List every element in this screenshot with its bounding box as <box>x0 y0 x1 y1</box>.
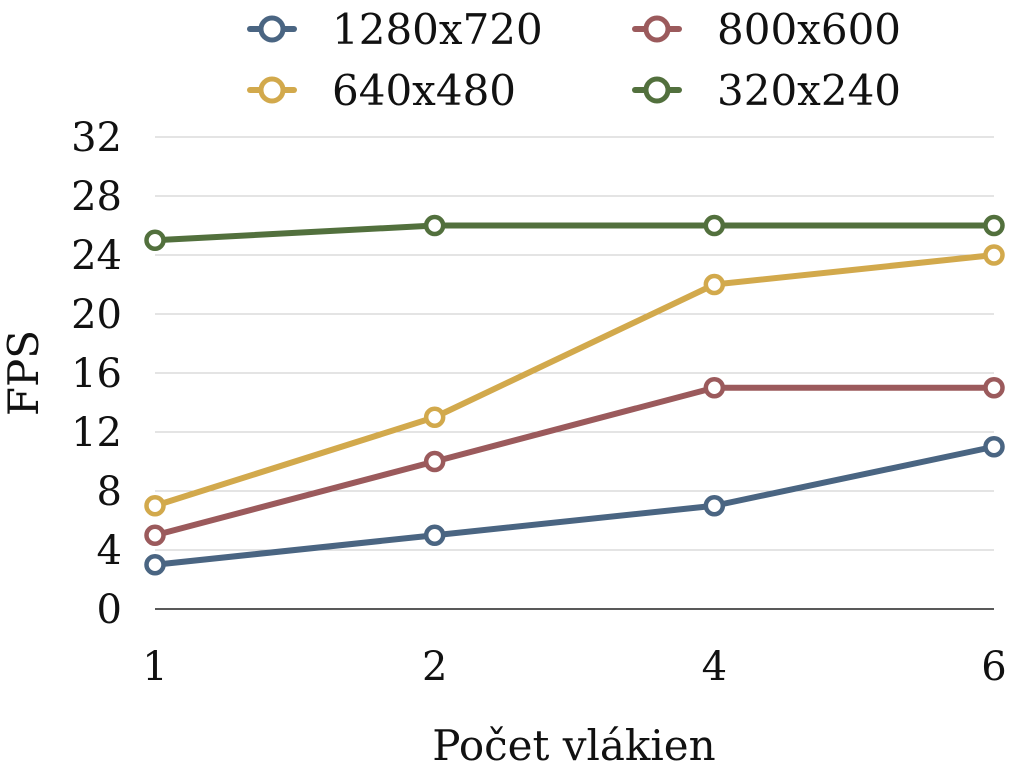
x-axis-title: Počet vlákien <box>432 721 715 768</box>
legend-marker <box>643 76 671 104</box>
data-point <box>983 244 1005 266</box>
y-tick-label: 8 <box>97 469 122 515</box>
x-tick-label: 6 <box>981 644 1006 690</box>
data-point <box>983 214 1005 237</box>
series-lines <box>144 214 1005 576</box>
data-point <box>423 450 446 473</box>
legend-marker <box>258 76 286 104</box>
y-tick-label: 32 <box>71 115 122 161</box>
data-point <box>703 273 726 296</box>
x-tick-label: 1 <box>142 644 167 690</box>
data-point <box>144 524 166 546</box>
legend-item: 800x600 <box>632 5 901 54</box>
y-tick-label: 24 <box>71 233 122 279</box>
legend-label: 1280x720 <box>332 5 543 54</box>
y-tick-label: 16 <box>71 351 122 397</box>
y-axis-title: FPS <box>0 330 48 416</box>
y-tick-label: 12 <box>71 410 122 456</box>
data-point <box>423 406 446 428</box>
series-1280x720 <box>144 436 1005 576</box>
y-axis-ticks: 0 4 8 12 16 20 24 28 32 <box>71 115 122 633</box>
legend: 1280x720 800x600 640x480 320x240 <box>247 5 901 115</box>
legend-label: 640x480 <box>332 66 516 115</box>
legend-marker <box>258 15 286 43</box>
x-tick-label: 2 <box>422 644 447 690</box>
data-point <box>983 377 1005 399</box>
data-point <box>144 554 166 576</box>
legend-label: 320x240 <box>717 66 901 115</box>
series-line <box>152 443 997 568</box>
y-tick-label: 20 <box>71 292 122 338</box>
data-point <box>703 214 726 237</box>
y-tick-label: 4 <box>97 528 122 574</box>
data-point <box>423 524 446 546</box>
x-axis-ticks: 1 2 4 6 <box>142 644 1006 690</box>
legend-item: 1280x720 <box>247 5 543 54</box>
grid <box>155 136 994 610</box>
series-line <box>152 384 997 539</box>
data-point <box>703 377 726 399</box>
data-point <box>144 495 166 517</box>
legend-label: 800x600 <box>717 5 901 54</box>
data-point <box>144 229 166 251</box>
y-tick-label: 28 <box>71 174 122 220</box>
legend-item: 640x480 <box>247 66 516 115</box>
y-tick-label: 0 <box>97 587 122 633</box>
legend-item: 320x240 <box>632 66 901 115</box>
series-line <box>152 252 997 509</box>
series-line <box>152 222 997 244</box>
series-320x240 <box>144 214 1005 251</box>
data-point <box>423 214 446 237</box>
legend-marker <box>643 15 671 43</box>
series-640x480 <box>144 244 1005 517</box>
data-point <box>703 495 726 517</box>
series-800x600 <box>144 377 1005 546</box>
x-tick-label: 4 <box>702 644 727 690</box>
data-point <box>983 436 1005 458</box>
